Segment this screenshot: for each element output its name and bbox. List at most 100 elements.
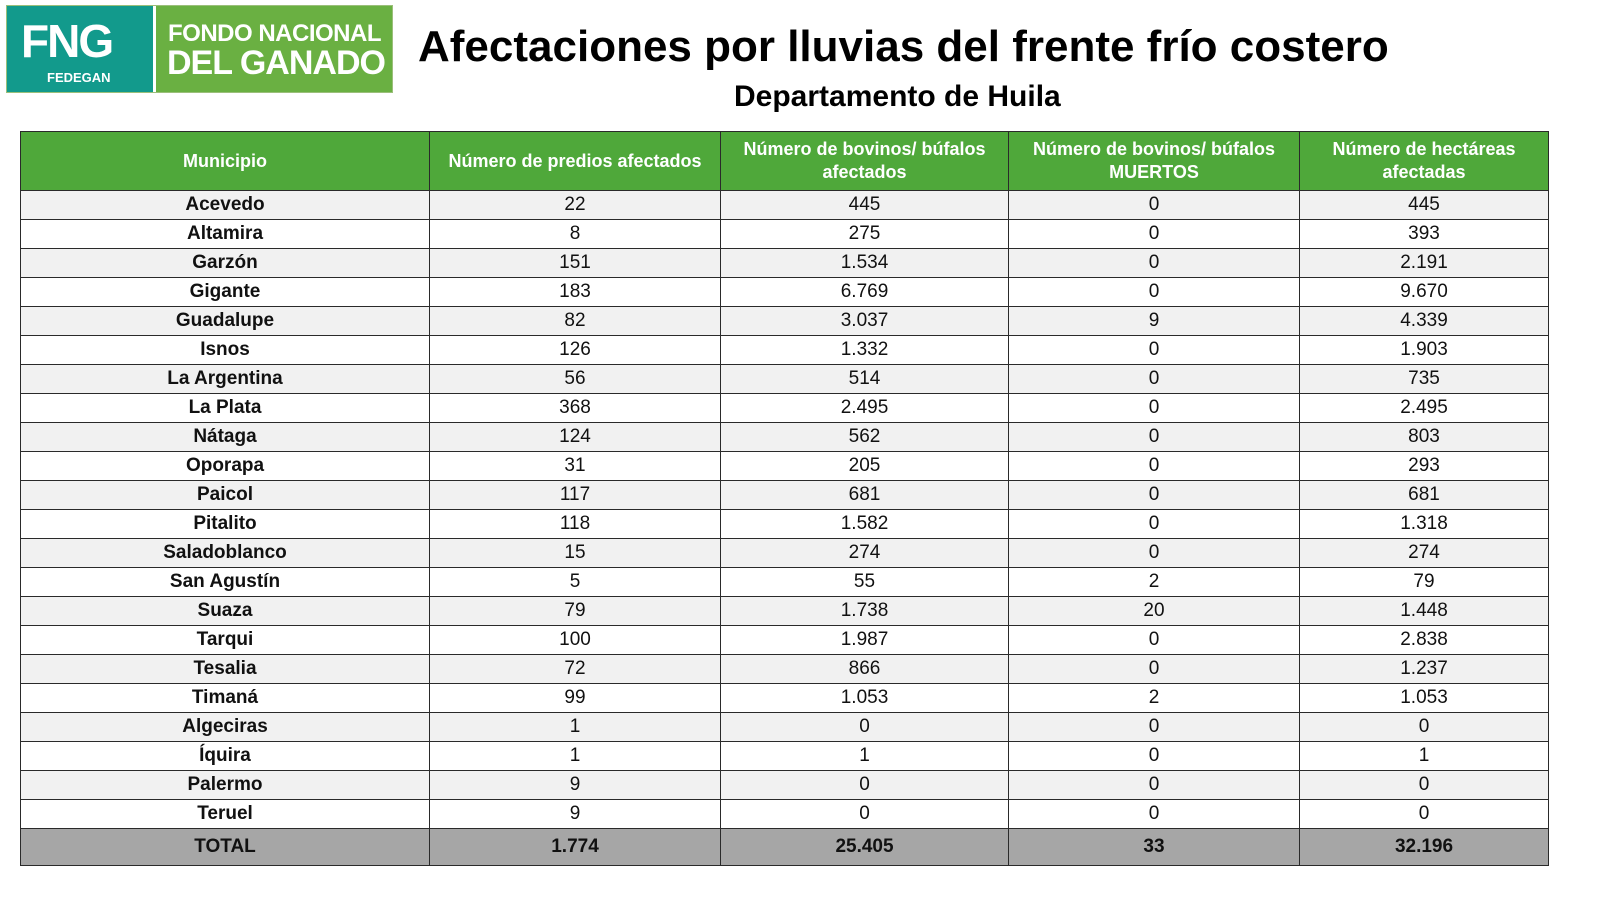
total-hectareas: 32.196 — [1299, 828, 1549, 866]
bovinos-muertos-cell: 0 — [1008, 219, 1300, 249]
bovinos-afectados-cell: 1.332 — [720, 335, 1009, 365]
bovinos-muertos-cell: 0 — [1008, 654, 1300, 684]
hectareas-cell: 293 — [1299, 451, 1549, 481]
bovinos-afectados-cell: 0 — [720, 770, 1009, 800]
hectareas-cell: 1.237 — [1299, 654, 1549, 684]
municipio-cell: Algeciras — [20, 712, 430, 742]
hectareas-cell: 803 — [1299, 422, 1549, 452]
hectareas-cell: 2.838 — [1299, 625, 1549, 655]
predios-cell: 31 — [429, 451, 721, 481]
municipio-cell: Nátaga — [20, 422, 430, 452]
bovinos-afectados-cell: 1.738 — [720, 596, 1009, 626]
predios-cell: 82 — [429, 306, 721, 336]
col-header-bovinos-muertos: Número de bovinos/ búfalos MUERTOS — [1008, 131, 1300, 191]
municipio-cell: Garzón — [20, 248, 430, 278]
logo-line1: FONDO NACIONAL — [168, 20, 381, 47]
table-row: Suaza 79 1.738 20 1.448 — [20, 596, 1549, 626]
bovinos-muertos-cell: 0 — [1008, 538, 1300, 568]
hectareas-cell: 393 — [1299, 219, 1549, 249]
table-row: Nátaga 124 562 0 803 — [20, 422, 1549, 452]
table-row: Algeciras 1 0 0 0 — [20, 712, 1549, 742]
bovinos-afectados-cell: 6.769 — [720, 277, 1009, 307]
bovinos-muertos-cell: 0 — [1008, 625, 1300, 655]
total-row: TOTAL 1.774 25.405 33 32.196 — [20, 828, 1549, 866]
table-row: Oporapa 31 205 0 293 — [20, 451, 1549, 481]
predios-cell: 118 — [429, 509, 721, 539]
hectareas-cell: 735 — [1299, 364, 1549, 394]
col-header-predios: Número de predios afectados — [429, 131, 721, 191]
bovinos-afectados-cell: 514 — [720, 364, 1009, 394]
bovinos-afectados-cell: 1.053 — [720, 683, 1009, 713]
municipio-cell: San Agustín — [20, 567, 430, 597]
bovinos-muertos-cell: 0 — [1008, 422, 1300, 452]
predios-cell: 72 — [429, 654, 721, 684]
predios-cell: 56 — [429, 364, 721, 394]
municipio-cell: La Argentina — [20, 364, 430, 394]
predios-cell: 8 — [429, 219, 721, 249]
predios-cell: 5 — [429, 567, 721, 597]
municipio-cell: Pitalito — [20, 509, 430, 539]
table-row: Guadalupe 82 3.037 9 4.339 — [20, 306, 1549, 336]
hectareas-cell: 0 — [1299, 770, 1549, 800]
table-row: Tesalia 72 866 0 1.237 — [20, 654, 1549, 684]
page-subtitle: Departamento de Huila — [734, 80, 1061, 113]
bovinos-muertos-cell: 2 — [1008, 683, 1300, 713]
bovinos-muertos-cell: 0 — [1008, 509, 1300, 539]
bovinos-afectados-cell: 1.534 — [720, 248, 1009, 278]
municipio-cell: Isnos — [20, 335, 430, 365]
bovinos-afectados-cell: 445 — [720, 190, 1009, 220]
bovinos-muertos-cell: 0 — [1008, 335, 1300, 365]
bovinos-afectados-cell: 1.582 — [720, 509, 1009, 539]
municipio-cell: La Plata — [20, 393, 430, 423]
municipio-cell: Gigante — [20, 277, 430, 307]
bovinos-muertos-cell: 0 — [1008, 451, 1300, 481]
predios-cell: 183 — [429, 277, 721, 307]
bovinos-afectados-cell: 866 — [720, 654, 1009, 684]
hectareas-cell: 2.495 — [1299, 393, 1549, 423]
predios-cell: 99 — [429, 683, 721, 713]
fng-emblem: FNG FEDEGAN — [7, 6, 153, 92]
hectareas-cell: 2.191 — [1299, 248, 1549, 278]
total-bovinos-afectados: 25.405 — [720, 828, 1009, 866]
municipio-cell: Tarqui — [20, 625, 430, 655]
table-row: Teruel 9 0 0 0 — [20, 799, 1549, 829]
hectareas-cell: 445 — [1299, 190, 1549, 220]
table-body: Acevedo 22 445 0 445 Altamira 8 275 0 393 Garzón 15… — [20, 190, 1549, 829]
logo-line2: DEL GANADO — [167, 44, 386, 82]
municipio-cell: Acevedo — [20, 190, 430, 220]
bovinos-muertos-cell: 0 — [1008, 248, 1300, 278]
bovinos-afectados-cell: 0 — [720, 799, 1009, 829]
predios-cell: 22 — [429, 190, 721, 220]
hectareas-cell: 1 — [1299, 741, 1549, 771]
bovinos-afectados-cell: 562 — [720, 422, 1009, 452]
municipio-cell: Íquira — [20, 741, 430, 771]
hectareas-cell: 0 — [1299, 712, 1549, 742]
hectareas-cell: 0 — [1299, 799, 1549, 829]
bovinos-afectados-cell: 275 — [720, 219, 1009, 249]
logo-wordmark: FONDO NACIONAL DEL GANADO — [153, 6, 392, 92]
bovinos-muertos-cell: 0 — [1008, 277, 1300, 307]
predios-cell: 1 — [429, 712, 721, 742]
predios-cell: 9 — [429, 799, 721, 829]
table-row: Isnos 126 1.332 0 1.903 — [20, 335, 1549, 365]
bovinos-muertos-cell: 0 — [1008, 712, 1300, 742]
bovinos-muertos-cell: 2 — [1008, 567, 1300, 597]
afectaciones-table: Municipio Número de predios afectados Nú… — [20, 131, 1549, 866]
bovinos-afectados-cell: 274 — [720, 538, 1009, 568]
table-row: Pitalito 118 1.582 0 1.318 — [20, 509, 1549, 539]
logo-org: FEDEGAN — [47, 70, 111, 85]
bovinos-afectados-cell: 681 — [720, 480, 1009, 510]
table-row: Tarqui 100 1.987 0 2.838 — [20, 625, 1549, 655]
col-header-hectareas: Número de hectáreas afectadas — [1299, 131, 1549, 191]
bovinos-afectados-cell: 3.037 — [720, 306, 1009, 336]
municipio-cell: Suaza — [20, 596, 430, 626]
table-row: Paicol 117 681 0 681 — [20, 480, 1549, 510]
logo-abbr: FNG — [21, 15, 114, 67]
municipio-cell: Palermo — [20, 770, 430, 800]
predios-cell: 100 — [429, 625, 721, 655]
bovinos-afectados-cell: 55 — [720, 567, 1009, 597]
table-header-row: Municipio Número de predios afectados Nú… — [20, 131, 1549, 191]
bovinos-muertos-cell: 0 — [1008, 770, 1300, 800]
municipio-cell: Altamira — [20, 219, 430, 249]
fng-logo: FNG FEDEGAN FONDO NACIONAL DEL GANADO — [6, 5, 393, 93]
